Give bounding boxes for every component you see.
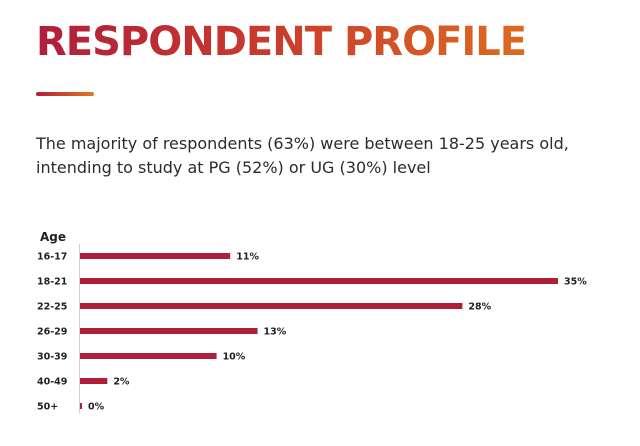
value-label: 0% <box>88 402 105 413</box>
value-label: 28% <box>468 302 491 313</box>
page-subtitle: The majority of respondents (63%) were b… <box>36 134 569 177</box>
value-label: 11% <box>236 252 259 263</box>
bar <box>80 353 217 359</box>
value-label: 2% <box>113 377 130 388</box>
category-label: 26-29 <box>37 327 67 338</box>
category-label: 40-49 <box>37 377 67 388</box>
value-label: 13% <box>264 327 287 338</box>
page-title: RESPONDENT PROFILE <box>36 19 527 65</box>
y-axis-title: Age <box>40 230 66 244</box>
bar <box>80 278 558 284</box>
category-label: 50+ <box>37 402 58 413</box>
bar <box>80 378 108 384</box>
bar <box>80 253 231 259</box>
bar <box>80 328 258 334</box>
category-label: 18-21 <box>37 277 67 288</box>
bar <box>80 403 82 409</box>
value-label: 10% <box>223 352 246 363</box>
category-label: 30-39 <box>37 352 67 363</box>
value-label: 35% <box>564 277 587 288</box>
bars-group: 16-17 11% 18-21 35% 22-25 28% 26-29 13% 30-39 10%… <box>37 252 587 413</box>
title-underline <box>36 92 94 96</box>
category-label: 16-17 <box>37 252 67 263</box>
bar <box>80 303 463 309</box>
category-label: 22-25 <box>37 302 67 313</box>
